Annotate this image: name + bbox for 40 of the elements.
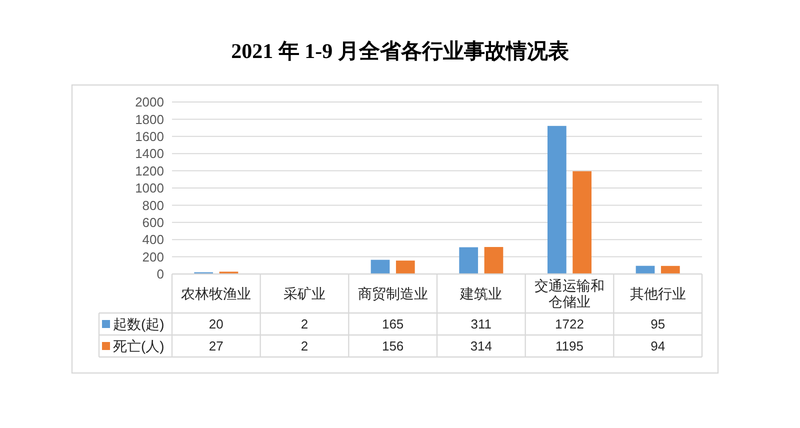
data-label: 314 <box>470 338 492 354</box>
bar <box>396 260 415 274</box>
data-label: 27 <box>208 338 224 354</box>
bar <box>484 246 504 274</box>
legend-label: 死亡(人) <box>113 338 164 354</box>
y-tick-label: 1800 <box>135 112 164 127</box>
y-tick-label: 1000 <box>135 180 164 196</box>
x-tick-label: 商贸制造业 <box>358 285 428 302</box>
y-tick-label: 0 <box>156 266 164 282</box>
y-tick-label: 200 <box>142 249 164 264</box>
bar <box>370 260 390 274</box>
data-label: 156 <box>382 338 404 354</box>
x-tick-label: 建筑业 <box>459 285 502 302</box>
data-label: 311 <box>470 316 492 332</box>
x-tick-label: 农林牧渔业 <box>181 285 252 302</box>
bar <box>459 247 478 274</box>
x-tick-label: 采矿业 <box>284 285 326 302</box>
y-tick-label: 600 <box>142 214 164 230</box>
data-label: 1195 <box>556 338 584 354</box>
bar <box>572 171 592 274</box>
x-tick-label: 交通运输和仓储业 <box>534 277 604 310</box>
legend-label: 起数(起) <box>113 316 164 332</box>
data-label: 94 <box>650 338 666 354</box>
y-tick-label: 2000 <box>135 94 164 110</box>
data-label: 2 <box>300 338 308 354</box>
bar <box>636 266 655 274</box>
bar <box>548 126 566 274</box>
data-label: 2 <box>300 316 308 332</box>
y-tick-label: 800 <box>142 198 164 213</box>
x-tick-label: 其他行业 <box>630 285 686 302</box>
y-tick-label: 1200 <box>135 163 164 178</box>
y-tick-label: 1400 <box>135 146 164 162</box>
y-tick-label: 1600 <box>135 128 164 144</box>
data-label: 165 <box>382 316 404 332</box>
data-label: 1722 <box>555 316 584 332</box>
bar <box>660 266 680 274</box>
chart-title: 2021 年 1-9 月全省各行业事故情况表 <box>231 39 569 63</box>
data-label: 95 <box>650 316 666 332</box>
y-tick-label: 400 <box>142 232 164 248</box>
data-label: 20 <box>208 316 224 332</box>
